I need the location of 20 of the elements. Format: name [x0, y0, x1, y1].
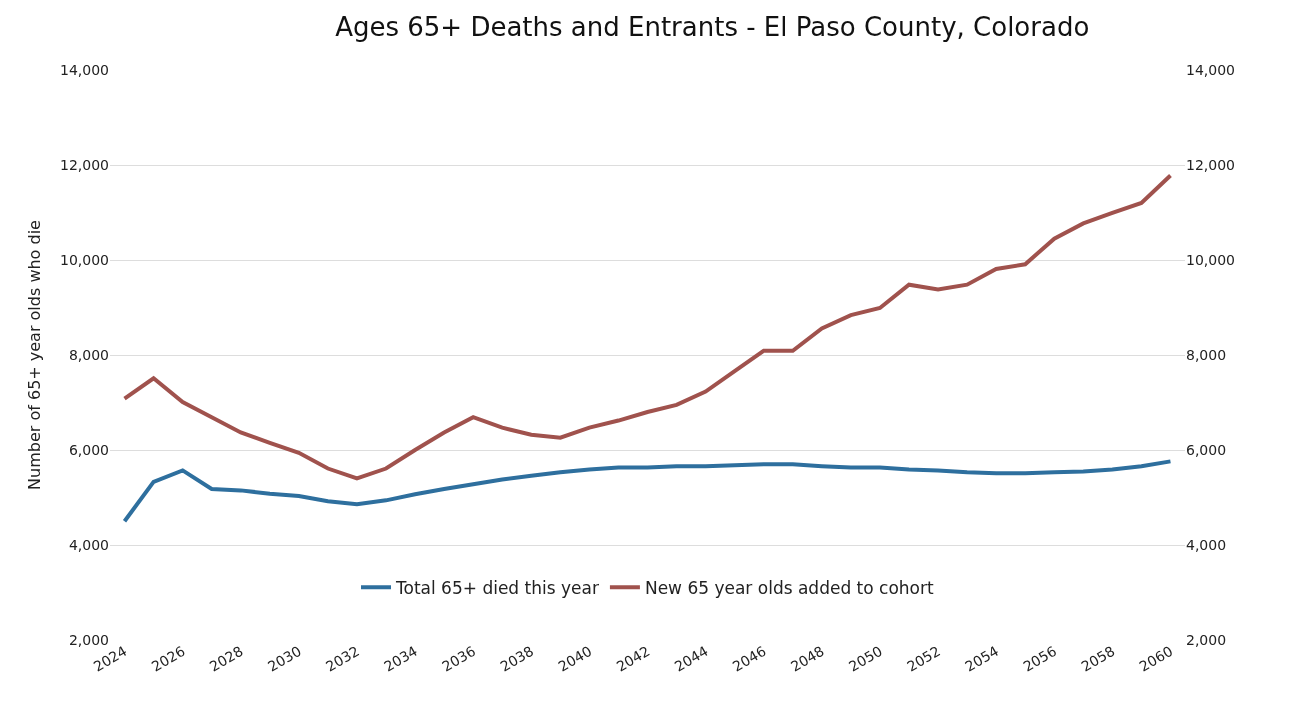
y2-tick-label: 12,000: [1186, 156, 1235, 173]
y-tick-label: 8,000: [68, 346, 109, 363]
y-tick-label: 12,000: [60, 156, 109, 173]
legend-label: Total 65+ died this year: [395, 577, 599, 598]
line-series: [122, 173, 1173, 481]
y2-tick-label: 6,000: [1186, 441, 1227, 458]
y-tick-label: 2,000: [68, 631, 109, 648]
line-series: [122, 459, 1173, 524]
y2-tick-label: 8,000: [1186, 346, 1227, 363]
legend-label: New 65 year olds added to cohort: [644, 577, 934, 598]
y2-tick-label: 4,000: [1186, 536, 1227, 553]
y-tick-label: 4,000: [68, 536, 109, 553]
y2-tick-label: 2,000: [1186, 631, 1227, 648]
y-tick-label: 14,000: [60, 61, 109, 78]
y2-tick-label: 10,000: [1186, 251, 1235, 268]
chart-title: Ages 65+ Deaths and Entrants - El Paso County, Colorado: [335, 11, 1090, 42]
y-tick-label: 6,000: [68, 441, 109, 458]
y2-tick-label: 14,000: [1186, 61, 1235, 78]
y-axis-title: Number of 65+ year olds who die: [24, 220, 44, 490]
y-tick-label: 10,000: [60, 251, 109, 268]
